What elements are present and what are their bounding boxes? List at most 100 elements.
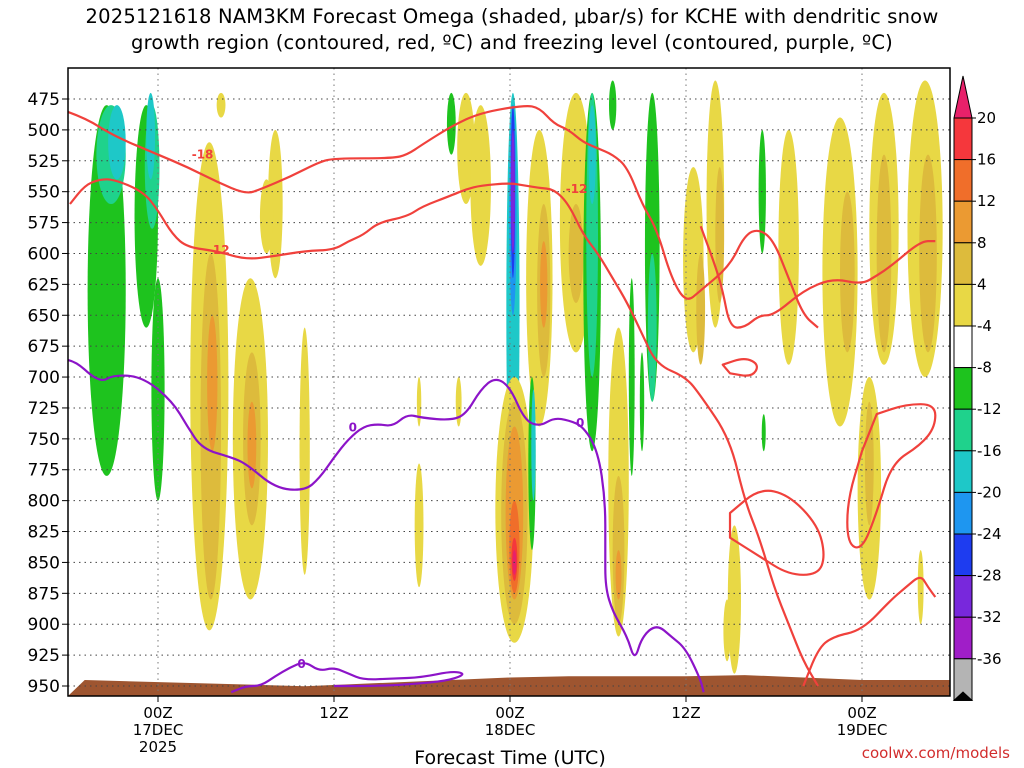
credit-text: coolwx.com/models <box>861 744 1010 762</box>
omega-shade-region <box>247 401 257 489</box>
contour-line <box>699 225 936 329</box>
x-axis-label: Forecast Time (UTC) <box>414 747 605 768</box>
x-tick-label: 19DEC <box>837 721 888 739</box>
omega-shade-region <box>864 401 874 526</box>
contour-label: 0 <box>297 657 305 671</box>
x-tick-label: 12Z <box>319 704 348 722</box>
colorbar-segment <box>953 117 973 161</box>
omega-shade-region <box>540 241 548 328</box>
y-tick-label: 475 <box>28 90 60 110</box>
omega-shade-region <box>609 80 617 130</box>
colorbar-label: -24 <box>977 525 1002 543</box>
chart-title-line1: 2025121618 NAM3KM Forecast Omega (shaded… <box>85 5 939 28</box>
contour-label: 0 <box>349 421 357 435</box>
omega-shade-region <box>414 463 424 588</box>
colorbar-label: -28 <box>977 567 1002 585</box>
terrain-layer <box>68 675 950 696</box>
x-tick-label: 17DEC <box>133 721 184 739</box>
omega-shade-region <box>647 253 657 402</box>
y-tick-label: 900 <box>28 615 60 635</box>
y-axis: 475 500 525 550 575 600 625 650 675 700 725 750 775 8… <box>28 90 68 697</box>
colorbar-segment <box>953 575 973 618</box>
omega-shade-region <box>299 327 310 575</box>
omega-shade-region <box>761 414 766 452</box>
omega-shade-region <box>917 550 924 625</box>
colorbar-label: -4 <box>977 317 992 335</box>
omega-shade-region <box>216 92 226 118</box>
contour-line <box>728 489 825 576</box>
plot-frame <box>67 67 951 697</box>
colorbar-label: -20 <box>977 483 1002 501</box>
omega-shade-region <box>259 179 274 254</box>
y-tick-label: 925 <box>28 646 60 666</box>
y-tick-label: 625 <box>28 275 60 295</box>
y-tick-label: 600 <box>28 244 60 264</box>
colorbar-segment <box>953 491 973 535</box>
contour-line <box>846 403 937 549</box>
x-tick-label: 00Z <box>847 704 876 722</box>
colorbar-label: 20 <box>977 109 996 127</box>
omega-shade-region <box>455 377 462 427</box>
omega-shade-region <box>446 92 456 155</box>
colorbar-segment <box>953 283 973 327</box>
omega-shade-region <box>108 105 126 180</box>
omega-shade-region <box>715 166 725 303</box>
omega-shade-region <box>876 154 892 353</box>
contour-line <box>230 662 464 694</box>
y-tick-label: 650 <box>28 306 60 326</box>
colorbar-label: -12 <box>977 400 1002 418</box>
colorbar-segment <box>953 533 973 577</box>
colorbar-segment <box>953 408 973 452</box>
terrain-fill <box>68 675 950 696</box>
contour-lines <box>68 105 937 694</box>
y-tick-label: 825 <box>28 523 60 543</box>
colorbar-label: 12 <box>977 192 996 210</box>
colorbar-segment <box>953 450 973 493</box>
grid-lines <box>68 68 950 696</box>
colorbar-top-arrow <box>953 75 973 119</box>
x-tick-label: 12Z <box>671 704 700 722</box>
colorbar-segment <box>953 616 973 660</box>
omega-shade-region <box>840 191 855 353</box>
y-tick-label: 550 <box>28 183 60 203</box>
x-tick-label: 00Z <box>143 704 172 722</box>
colorbar-label: -32 <box>977 608 1002 626</box>
x-tick-label: 2025 <box>139 738 177 756</box>
chart-title: 2025121618 NAM3KM Forecast Omega (shaded… <box>0 4 1024 56</box>
omega-shade-region <box>919 154 937 353</box>
y-tick-label: 675 <box>28 337 60 357</box>
colorbar-bottom-arrow <box>952 691 974 701</box>
colorbar: 20 16 12 8 4 -4 -8 -12 -16 -20 -24 -28 -32 -36 <box>952 75 1002 701</box>
contour-label: 0 <box>576 416 584 430</box>
colorbar-segment <box>953 242 973 285</box>
y-tick-label: 775 <box>28 461 60 481</box>
colorbar-label: 4 <box>977 275 987 293</box>
omega-shade-region <box>531 389 536 501</box>
omega-shade-region <box>639 352 645 452</box>
contour-labels: -18 -12 -12 0 0 0 <box>192 148 588 671</box>
omega-shade-region <box>727 525 742 674</box>
omega-shade-region <box>588 105 596 205</box>
colorbar-segment <box>953 325 973 369</box>
contour-line <box>69 178 819 687</box>
omega-shade-region <box>778 129 799 365</box>
y-tick-label: 750 <box>28 430 60 450</box>
y-tick-label: 700 <box>28 368 60 388</box>
contour-line <box>68 358 705 693</box>
omega-shade-region <box>207 315 218 452</box>
omega-shade-region <box>146 92 156 180</box>
omega-shade-region <box>696 253 706 365</box>
colorbar-segment <box>953 367 973 410</box>
colorbar-segment <box>953 159 973 202</box>
colorbar-segment <box>953 200 973 244</box>
contour-label: -18 <box>192 148 214 162</box>
y-tick-label: 575 <box>28 214 60 234</box>
omega-shade-region <box>268 129 283 279</box>
contour-line <box>802 576 937 687</box>
y-tick-label: 725 <box>28 399 60 419</box>
y-tick-label: 500 <box>28 121 60 141</box>
contour-label: -12 <box>566 182 588 196</box>
y-tick-label: 850 <box>28 553 60 573</box>
contour-line <box>68 105 819 329</box>
